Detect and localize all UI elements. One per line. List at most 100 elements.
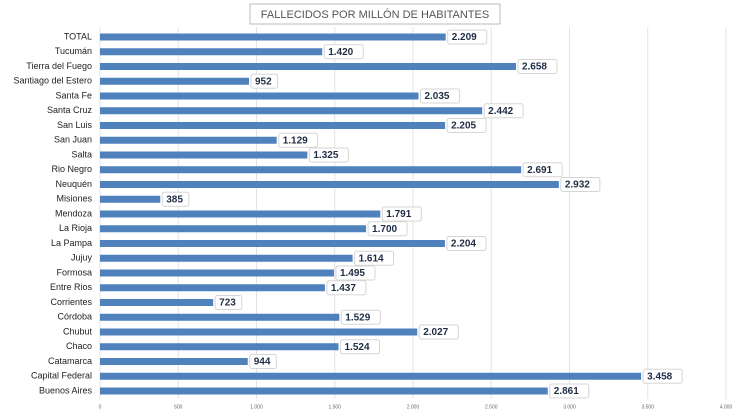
value-label: 1.529 xyxy=(345,312,370,323)
bar xyxy=(100,210,381,218)
value-label-box xyxy=(340,339,381,355)
y-tick-label: Catamarca xyxy=(48,356,92,366)
y-tick-label: Buenos Aires xyxy=(39,385,93,395)
y-tick-label: La Pampa xyxy=(51,238,92,248)
title-box xyxy=(249,3,501,25)
x-tick-label: 4.000 xyxy=(720,404,733,410)
y-tick-label: Santiago del Estero xyxy=(13,76,92,86)
value-label-box xyxy=(335,265,376,281)
value-label: 2.658 xyxy=(522,62,547,73)
value-label: 2.861 xyxy=(554,386,579,397)
bar xyxy=(100,299,214,306)
value-label: 2.035 xyxy=(424,91,449,102)
value-label-box xyxy=(560,177,601,192)
value-label: 2.691 xyxy=(527,165,552,176)
value-label: 1.524 xyxy=(345,342,370,353)
bar xyxy=(100,166,522,174)
y-tick-label: Neuquén xyxy=(55,179,92,189)
value-label: 2.209 xyxy=(452,32,477,43)
bar xyxy=(100,122,446,129)
y-tick-label: Tierra del Fuego xyxy=(26,61,92,71)
bar xyxy=(100,136,277,144)
value-label-box xyxy=(367,221,408,237)
y-tick-label: Chaco xyxy=(66,341,92,351)
value-label: 1.614 xyxy=(359,253,384,264)
y-tick-label: Entre Rios xyxy=(50,282,93,292)
value-label: 1.791 xyxy=(386,209,411,220)
value-label-box xyxy=(549,383,590,399)
value-label: 385 xyxy=(166,194,183,205)
y-tick-label: Misiones xyxy=(56,194,92,204)
x-tick-label: 1.500 xyxy=(328,404,341,410)
value-label-box xyxy=(418,324,459,340)
y-tick-label: Tucumán xyxy=(55,46,92,56)
y-tick-label: Córdoba xyxy=(57,312,92,322)
value-label: 2.932 xyxy=(565,180,590,191)
value-label: 1.437 xyxy=(331,283,356,294)
value-label-box xyxy=(419,88,460,104)
value-label-box xyxy=(642,368,683,384)
bar xyxy=(100,33,446,41)
value-label: 1.325 xyxy=(313,150,338,161)
y-tick-label: Formosa xyxy=(56,267,92,277)
value-label-box xyxy=(483,103,524,119)
value-label-box xyxy=(354,250,395,266)
x-tick-label: 2.500 xyxy=(485,404,498,410)
value-label-box xyxy=(340,309,381,325)
y-tick-label: San Juan xyxy=(54,135,92,145)
value-label-box xyxy=(447,29,488,45)
y-tick-label: Rio Negro xyxy=(51,164,92,174)
y-tick-label: TOTAL xyxy=(64,31,92,41)
value-label-box xyxy=(446,118,487,133)
value-label-box xyxy=(517,59,558,74)
bar xyxy=(100,387,548,395)
bar xyxy=(100,195,161,203)
x-tick-label: 1.000 xyxy=(250,404,263,410)
value-label-box xyxy=(249,354,277,369)
bar xyxy=(100,181,559,188)
x-tick-label: 0 xyxy=(99,404,102,410)
y-tick-label: Salta xyxy=(71,149,92,159)
bar xyxy=(100,328,418,336)
value-label-box xyxy=(326,280,367,296)
bar xyxy=(100,48,323,56)
value-label: 944 xyxy=(254,357,271,368)
bar xyxy=(100,63,516,70)
value-label-box xyxy=(278,132,319,148)
bar xyxy=(100,77,249,85)
bar xyxy=(100,343,339,351)
bar xyxy=(100,107,483,115)
y-tick-label: Santa Fe xyxy=(55,90,92,100)
bar xyxy=(100,240,445,247)
bar xyxy=(100,92,419,100)
bar xyxy=(100,284,325,292)
value-label: 2.027 xyxy=(423,327,448,338)
value-label: 723 xyxy=(219,298,236,309)
x-tick-label: 3.000 xyxy=(563,404,576,410)
y-tick-label: Chubut xyxy=(63,326,93,336)
bar xyxy=(100,358,248,365)
value-label: 2.442 xyxy=(488,106,513,117)
chart-title: FALLECIDOS POR MILLÓN DE HABITANTES xyxy=(261,8,489,21)
value-label: 952 xyxy=(255,76,272,87)
value-label: 1.495 xyxy=(340,268,365,279)
bar xyxy=(100,254,353,262)
value-label-box xyxy=(446,236,487,251)
bar xyxy=(100,269,334,277)
y-tick-label: San Luis xyxy=(57,120,93,130)
value-label: 1.129 xyxy=(283,135,308,146)
value-label: 1.700 xyxy=(372,224,397,235)
value-label: 3.458 xyxy=(647,371,672,382)
value-label-box xyxy=(308,147,349,163)
x-tick-label: 500 xyxy=(174,404,183,410)
bar xyxy=(100,313,340,321)
value-label: 2.204 xyxy=(451,239,476,250)
bar xyxy=(100,225,367,233)
value-label: 1.420 xyxy=(328,47,353,58)
bar xyxy=(100,372,642,380)
value-label-box xyxy=(323,44,364,60)
y-tick-label: Mendoza xyxy=(55,208,92,218)
y-tick-label: La Rioja xyxy=(59,223,92,233)
value-label-box xyxy=(250,73,279,89)
